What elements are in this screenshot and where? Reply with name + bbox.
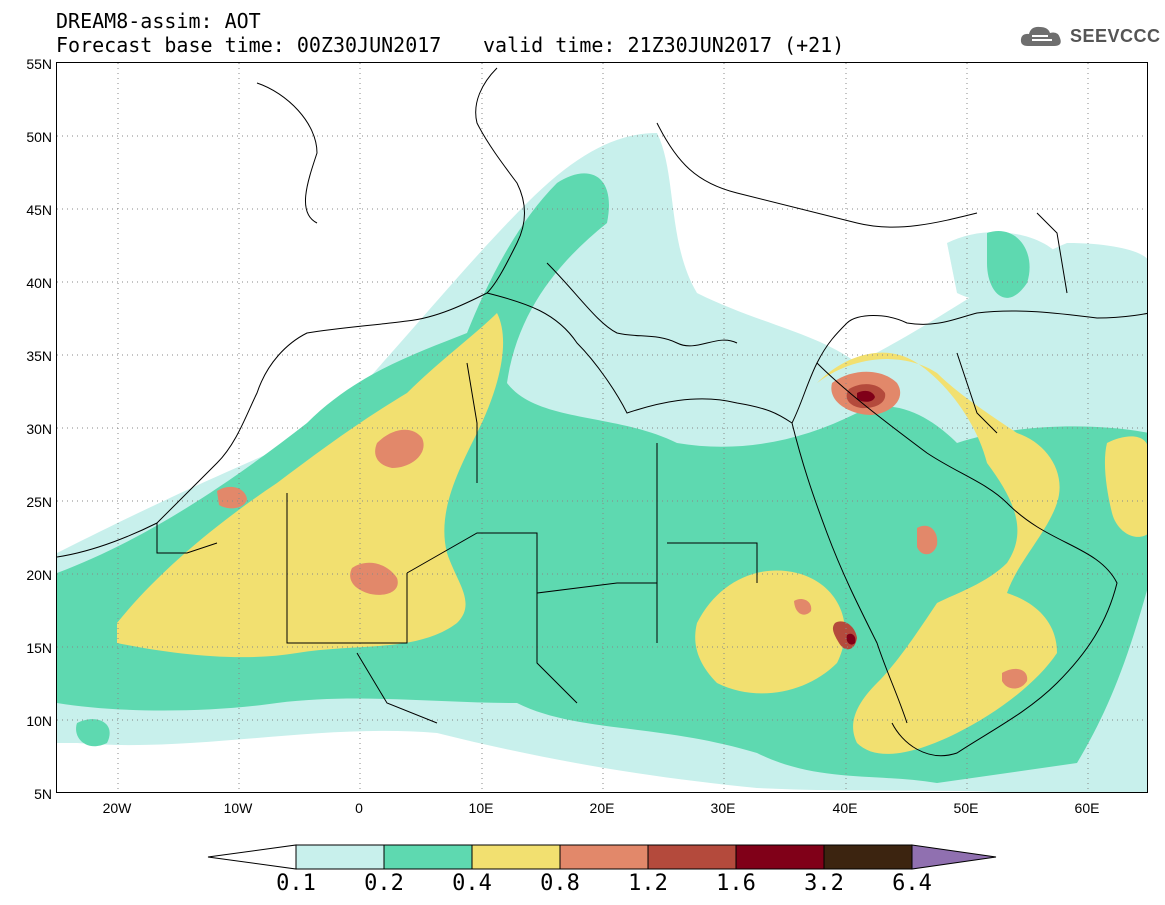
lat-label: 10N [26, 713, 52, 729]
lon-label: 10E [468, 800, 494, 816]
colorbar-lower-arrow [207, 844, 297, 870]
colorbar-label: 1.6 [716, 871, 756, 896]
colorbar-bin-1.2 [647, 844, 737, 870]
lon-label: 60E [1074, 800, 1100, 816]
aot-contour-0.4 [117, 313, 1147, 754]
colorbar-label: 0.8 [540, 871, 580, 896]
forecast-base-time: Forecast base time: 00Z30JUN2017 [56, 33, 442, 57]
colorbar-label: 6.4 [892, 871, 932, 896]
lat-label: 5N [34, 786, 52, 802]
colorbar-upper-arrow [911, 844, 997, 870]
colorbar-label: 3.2 [804, 871, 844, 896]
cloud-icon [1020, 26, 1061, 46]
lon-label: 20E [589, 800, 615, 816]
colorbar-bin-0.1 [295, 844, 385, 870]
valid-time: valid time: 21Z30JUN2017 (+21) [483, 33, 845, 57]
colorbar-label: 1.2 [628, 871, 668, 896]
map-grid [57, 63, 1147, 792]
logo-text: SEEVCCC [1070, 25, 1161, 46]
lat-label: 35N [26, 348, 52, 364]
colorbar-bin-1.6 [735, 844, 825, 870]
aot-contour-1.6 [846, 390, 875, 645]
colorbar-label: 0.1 [276, 871, 316, 896]
lat-label: 25N [26, 494, 52, 510]
colorbar-label: 0.4 [452, 871, 492, 896]
lon-label: 20W [102, 800, 132, 816]
map-title: DREAM8-assim: AOT [56, 9, 261, 33]
colorbar-bin-0.8 [559, 844, 649, 870]
colorbar-bin-0.4 [471, 844, 561, 870]
colorbar-label: 0.2 [364, 871, 404, 896]
lon-label: 30E [710, 800, 736, 816]
lon-label: 40E [832, 800, 858, 816]
lat-label: 30N [26, 421, 52, 437]
lat-label: 50N [26, 129, 52, 145]
lon-label: 0 [355, 800, 363, 816]
lat-label: 55N [26, 56, 52, 72]
aot-field-map [57, 63, 1147, 792]
lat-label: 20N [26, 567, 52, 583]
aot-map [56, 62, 1148, 793]
lat-label: 40N [26, 275, 52, 291]
colorbar-bin-0.2 [383, 844, 473, 870]
lat-label: 15N [26, 640, 52, 656]
lon-label: 10W [223, 800, 253, 816]
colorbar-bin-3.2 [823, 844, 913, 870]
lon-label: 50E [953, 800, 979, 816]
seevccc-logo: SEEVCCC [1018, 22, 1161, 50]
coastlines [57, 67, 1147, 757]
lat-label: 45N [26, 202, 52, 218]
